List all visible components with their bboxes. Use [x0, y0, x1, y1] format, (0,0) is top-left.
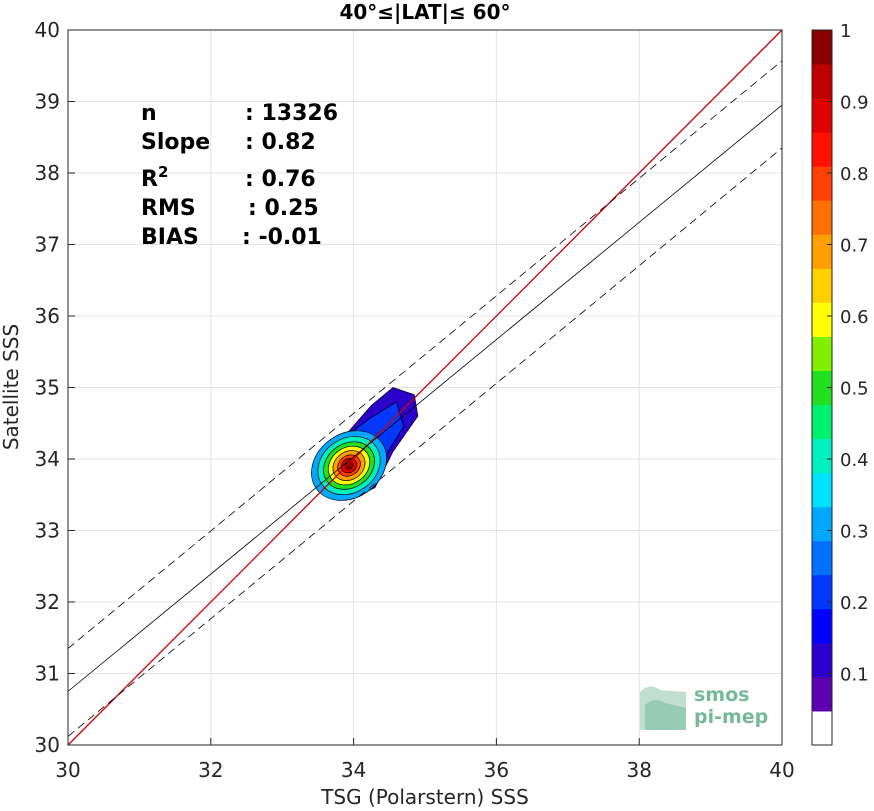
colorbar-tick-label: 0.4 — [840, 450, 869, 471]
colorbar: 0.1 0.2 0.3 0.4 0.5 0.6 0.7 0.8 0.9 1 — [811, 21, 869, 746]
y-tick-label: 35 — [35, 376, 60, 400]
x-tick-label: 38 — [626, 758, 651, 782]
density-contours — [311, 387, 419, 501]
colorbar-segment — [812, 404, 832, 440]
y-tick-label: 39 — [35, 90, 60, 114]
line-regression-rms — [67, 60, 783, 649]
logo-text-smos: smos — [694, 684, 749, 706]
stat-value: : 0.25 — [248, 196, 319, 221]
colorbar-segment — [812, 710, 832, 746]
y-tick-label: 38 — [35, 161, 60, 185]
colorbar-tick-label: 0.3 — [840, 522, 869, 543]
colorbar-tick-label: 0.6 — [840, 307, 869, 328]
colorbar-tick-label: 0.7 — [840, 236, 869, 257]
colorbar-segment — [812, 540, 832, 576]
y-tick-label: 31 — [35, 662, 60, 686]
line-identity — [67, 29, 783, 746]
x-tick-label: 36 — [484, 758, 509, 782]
x-tick-label: 34 — [341, 758, 366, 782]
y-tick-label: 34 — [35, 447, 60, 471]
x-axis: 30 32 34 36 38 40 — [55, 738, 795, 782]
stat-label: R2 — [141, 163, 168, 192]
stat-label: RMS — [141, 196, 196, 221]
colorbar-segment — [812, 200, 832, 235]
stat-label: BIAS — [141, 225, 199, 250]
stat-value: : 0.82 — [245, 130, 316, 155]
colorbar-segment — [812, 302, 832, 337]
x-axis-label: TSG (Polarstern) SSS — [320, 785, 529, 809]
x-tick-label: 32 — [198, 758, 223, 782]
colorbar-segment — [812, 506, 832, 542]
colorbar-segment — [812, 132, 832, 167]
y-tick-label: 32 — [35, 590, 60, 614]
colorbar-segment — [812, 64, 832, 99]
colorbar-segment — [812, 30, 832, 65]
colorbar-tick-label: 0.8 — [840, 164, 869, 185]
y-tick-label: 36 — [35, 304, 60, 328]
y-tick-label: 40 — [35, 18, 60, 42]
colorbar-tick-label: 1 — [840, 21, 851, 42]
stat-value: : -0.01 — [242, 225, 322, 250]
y-tick-label: 37 — [35, 233, 60, 257]
x-tick-label: 40 — [769, 758, 794, 782]
y-axis: 30 31 32 33 34 35 36 37 38 39 40 — [35, 18, 75, 757]
y-tick-label: 30 — [35, 733, 60, 757]
colorbar-segment — [812, 166, 832, 201]
colorbar-segment — [812, 438, 832, 474]
x-tick-label: 30 — [55, 758, 80, 782]
colorbar-segment — [812, 98, 832, 133]
stats-box: n : 13326 Slope : 0.82 R2 : 0.76 RMS : 0.25 BIAS… — [141, 101, 338, 250]
chart-title: 40°≤|LAT|≤ 60° — [339, 0, 510, 24]
stat-value: : 13326 — [245, 101, 338, 126]
line-regression — [67, 104, 783, 692]
colorbar-tick-label: 0.2 — [840, 593, 869, 614]
colorbar-segment — [812, 676, 832, 712]
stat-value: : 0.76 — [245, 167, 316, 192]
colorbar-segment — [812, 574, 832, 610]
colorbar-segment — [812, 642, 832, 678]
colorbar-segment — [812, 268, 832, 303]
line-regression-rms — [67, 147, 783, 737]
colorbar-tick-label: 0.5 — [840, 379, 869, 400]
logo-mark-layer — [645, 699, 686, 730]
colorbar-segment — [812, 472, 832, 508]
fit-lines — [67, 29, 783, 746]
y-tick-label: 33 — [35, 519, 60, 543]
stat-label: Slope — [141, 130, 210, 155]
stat-label: n — [141, 101, 157, 126]
colorbar-segment — [812, 234, 832, 269]
logo-text-pi-mep: pi-mep — [694, 706, 768, 728]
colorbar-tick-label: 0.9 — [840, 93, 869, 114]
colorbar-segment — [812, 336, 832, 371]
colorbar-segment — [812, 370, 832, 406]
y-axis-label: Satellite SSS — [0, 324, 23, 450]
colorbar-tick-label: 0.1 — [840, 665, 869, 686]
smos-pi-mep-logo: smos pi-mep — [640, 684, 768, 730]
colorbar-segment — [812, 608, 832, 644]
